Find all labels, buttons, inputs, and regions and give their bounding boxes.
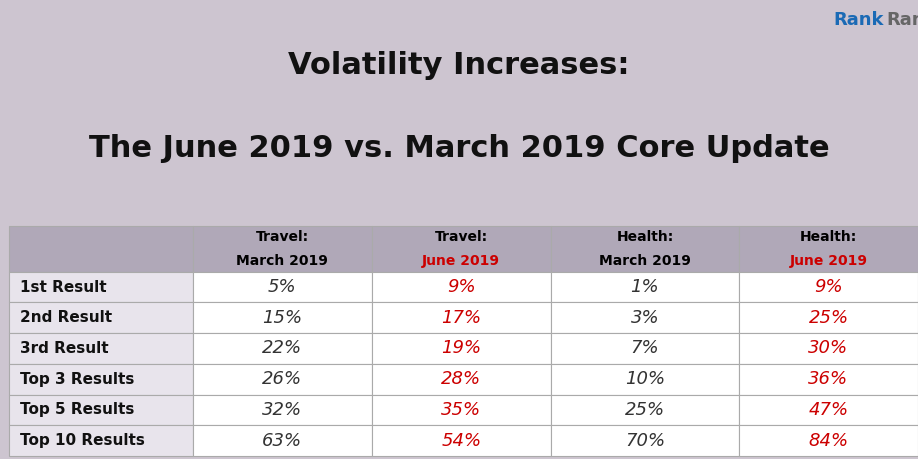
Text: 17%: 17% — [442, 309, 481, 327]
FancyBboxPatch shape — [551, 226, 739, 272]
FancyBboxPatch shape — [9, 333, 193, 364]
Text: 25%: 25% — [625, 401, 665, 419]
FancyBboxPatch shape — [372, 364, 551, 395]
FancyBboxPatch shape — [739, 364, 918, 395]
FancyBboxPatch shape — [193, 425, 372, 456]
Text: The June 2019 vs. March 2019 Core Update: The June 2019 vs. March 2019 Core Update — [89, 134, 829, 163]
Text: 2nd Result: 2nd Result — [20, 310, 112, 325]
Text: 1%: 1% — [631, 278, 659, 296]
Text: 25%: 25% — [809, 309, 848, 327]
Text: 26%: 26% — [263, 370, 302, 388]
FancyBboxPatch shape — [372, 395, 551, 425]
FancyBboxPatch shape — [193, 302, 372, 333]
Text: 36%: 36% — [809, 370, 848, 388]
Text: Ranger: Ranger — [887, 11, 918, 29]
FancyBboxPatch shape — [9, 395, 193, 425]
Text: June 2019: June 2019 — [422, 254, 500, 268]
FancyBboxPatch shape — [739, 395, 918, 425]
FancyBboxPatch shape — [372, 425, 551, 456]
FancyBboxPatch shape — [9, 226, 193, 272]
FancyBboxPatch shape — [551, 364, 739, 395]
Text: 30%: 30% — [809, 340, 848, 358]
Text: 63%: 63% — [263, 431, 302, 450]
Text: 32%: 32% — [263, 401, 302, 419]
Text: Rank: Rank — [834, 11, 884, 29]
FancyBboxPatch shape — [372, 302, 551, 333]
Text: Travel:: Travel: — [256, 230, 308, 244]
FancyBboxPatch shape — [551, 425, 739, 456]
Text: 1st Result: 1st Result — [20, 280, 106, 295]
Text: Travel:: Travel: — [435, 230, 487, 244]
FancyBboxPatch shape — [551, 333, 739, 364]
Text: 9%: 9% — [814, 278, 843, 296]
FancyBboxPatch shape — [9, 302, 193, 333]
Text: 70%: 70% — [625, 431, 665, 450]
FancyBboxPatch shape — [551, 272, 739, 302]
Text: 5%: 5% — [268, 278, 297, 296]
Text: 22%: 22% — [263, 340, 302, 358]
FancyBboxPatch shape — [193, 272, 372, 302]
Text: Health:: Health: — [616, 230, 674, 244]
Text: 7%: 7% — [631, 340, 659, 358]
FancyBboxPatch shape — [551, 395, 739, 425]
FancyBboxPatch shape — [193, 226, 372, 272]
FancyBboxPatch shape — [9, 272, 193, 302]
Text: 54%: 54% — [442, 431, 481, 450]
Text: Top 10 Results: Top 10 Results — [20, 433, 145, 448]
FancyBboxPatch shape — [372, 226, 551, 272]
FancyBboxPatch shape — [739, 425, 918, 456]
FancyBboxPatch shape — [739, 272, 918, 302]
Text: 3%: 3% — [631, 309, 659, 327]
FancyBboxPatch shape — [193, 395, 372, 425]
Text: June 2019: June 2019 — [789, 254, 868, 268]
FancyBboxPatch shape — [193, 364, 372, 395]
Text: Health:: Health: — [800, 230, 857, 244]
FancyBboxPatch shape — [9, 364, 193, 395]
Text: March 2019: March 2019 — [599, 254, 691, 268]
Text: Volatility Increases:: Volatility Increases: — [288, 51, 630, 80]
Text: 84%: 84% — [809, 431, 848, 450]
Text: March 2019: March 2019 — [236, 254, 329, 268]
Text: 15%: 15% — [263, 309, 302, 327]
Text: 19%: 19% — [442, 340, 481, 358]
FancyBboxPatch shape — [9, 425, 193, 456]
FancyBboxPatch shape — [739, 302, 918, 333]
Text: Top 5 Results: Top 5 Results — [20, 403, 135, 417]
Text: 28%: 28% — [442, 370, 481, 388]
FancyBboxPatch shape — [193, 333, 372, 364]
FancyBboxPatch shape — [739, 333, 918, 364]
Text: Top 3 Results: Top 3 Results — [20, 372, 135, 386]
FancyBboxPatch shape — [372, 333, 551, 364]
FancyBboxPatch shape — [739, 226, 918, 272]
FancyBboxPatch shape — [551, 302, 739, 333]
FancyBboxPatch shape — [372, 272, 551, 302]
Text: 47%: 47% — [809, 401, 848, 419]
Text: 35%: 35% — [442, 401, 481, 419]
Text: 10%: 10% — [625, 370, 665, 388]
Text: 3rd Result: 3rd Result — [20, 341, 109, 356]
Text: 9%: 9% — [447, 278, 476, 296]
